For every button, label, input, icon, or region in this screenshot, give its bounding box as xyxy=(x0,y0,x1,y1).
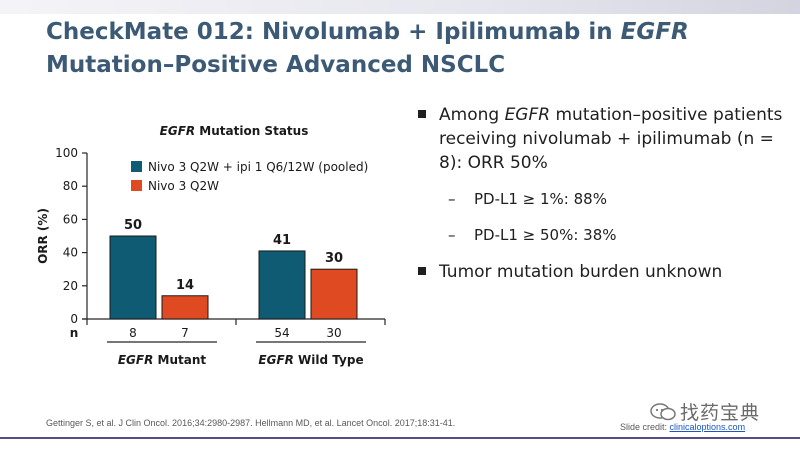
chart-title-text: Mutation Status xyxy=(195,124,308,138)
bullet-text: mutation–positive patients receiving niv… xyxy=(439,105,783,173)
legend-label: Nivo 3 Q2W + ipi 1 Q6/12W (pooled) xyxy=(148,160,368,174)
title-italic: EGFR xyxy=(620,19,689,45)
slide-credit: Slide credit: clinicaloptions.com xyxy=(620,422,745,432)
group-label-italic: EGFR xyxy=(118,353,153,367)
n-value: 7 xyxy=(181,326,189,340)
y-tick-label: 60 xyxy=(63,212,78,226)
credit-label: Slide credit: xyxy=(620,422,670,432)
bullet-list: Among EGFR mutation–positive patients re… xyxy=(418,103,788,297)
bar-data-label: 41 xyxy=(273,233,291,248)
legend-label: Nivo 3 Q2W xyxy=(148,179,219,193)
bullet-text: Tumor mutation burden unknown xyxy=(439,262,723,282)
legend-swatch xyxy=(131,161,142,172)
bar xyxy=(109,235,157,320)
sub-bullet-text: PD-L1 ≥ 50%: 38% xyxy=(474,226,617,244)
bar xyxy=(258,250,306,320)
credit-link[interactable]: clinicaloptions.com xyxy=(669,422,746,432)
y-axis-label: ORR (%) xyxy=(36,208,50,264)
n-value: 8 xyxy=(129,326,137,340)
sub-bullet-text: PD-L1 ≥ 1%: 88% xyxy=(474,190,607,208)
bar xyxy=(161,295,209,320)
group-label-italic: EGFR xyxy=(258,353,293,367)
bar xyxy=(310,268,358,320)
footer-rule xyxy=(0,437,800,439)
n-value: 30 xyxy=(326,326,341,340)
bar-data-label: 50 xyxy=(124,218,142,233)
title-line-2: Mutation–Positive Advanced NSCLC xyxy=(46,52,506,78)
bullet-square-icon xyxy=(418,267,426,275)
bar-data-label: 30 xyxy=(325,251,343,266)
y-tick-label: 40 xyxy=(63,246,78,260)
y-tick-label: 80 xyxy=(63,179,78,193)
group-label-text: Wild Type xyxy=(294,353,364,367)
dash-icon: – xyxy=(448,190,456,208)
orr-bar-chart: EGFR Mutation Status ORR (%) 0 20 40 60 80 100 5… xyxy=(36,124,386,367)
slide-title: CheckMate 012: Nivolumab + Ipilimumab in… xyxy=(46,16,766,82)
bullet-square-icon xyxy=(418,110,426,118)
dash-icon: – xyxy=(448,226,456,244)
bullet-text: Among xyxy=(439,105,505,125)
chart-title-italic: EGFR xyxy=(160,124,195,138)
n-value: 54 xyxy=(274,326,289,340)
sub-bullet-pdl1-50: – PD-L1 ≥ 50%: 38% xyxy=(418,224,788,246)
citation: Gettinger S, et al. J Clin Oncol. 2016;3… xyxy=(46,418,456,428)
chart-title: EGFR Mutation Status xyxy=(160,124,309,138)
bar-data-label: 14 xyxy=(176,278,194,293)
title-line-1: CheckMate 012: Nivolumab + Ipilimumab in… xyxy=(46,16,766,49)
group-label-text: Mutant xyxy=(153,353,206,367)
bullet-tmb: Tumor mutation burden unknown xyxy=(418,260,788,284)
y-tick-label: 0 xyxy=(70,312,78,326)
sub-bullet-pdl1-1: – PD-L1 ≥ 1%: 88% xyxy=(418,188,788,210)
legend-swatch xyxy=(131,180,142,191)
bullet-italic: EGFR xyxy=(504,105,551,125)
watermark-text: 找药宝典 xyxy=(680,402,761,424)
group-label: EGFR Wild Type xyxy=(258,353,363,367)
group-label: EGFR Mutant xyxy=(118,353,207,367)
title-text: CheckMate 012: Nivolumab + Ipilimumab in xyxy=(46,19,621,45)
bullet-egfr-orr: Among EGFR mutation–positive patients re… xyxy=(418,103,788,175)
y-tick-label: 20 xyxy=(63,279,78,293)
wechat-icon xyxy=(650,402,676,420)
n-label: n xyxy=(70,326,79,340)
y-tick-label: 100 xyxy=(55,146,78,160)
watermark: 找药宝典 xyxy=(650,398,760,425)
top-band xyxy=(0,0,800,14)
